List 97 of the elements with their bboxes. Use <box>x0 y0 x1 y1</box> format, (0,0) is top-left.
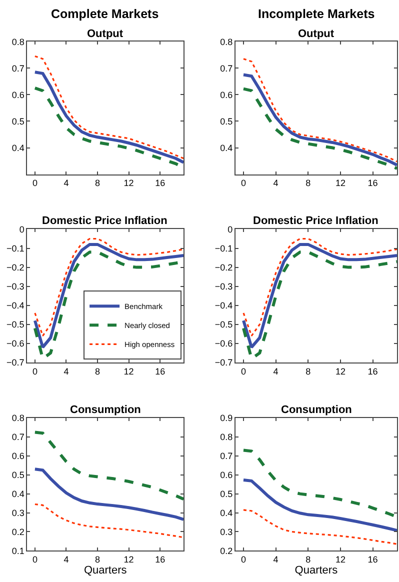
x-tick-label: 16 <box>155 178 166 188</box>
x-tick-label: 0 <box>240 178 246 188</box>
line-series <box>34 55 184 160</box>
x-tick-label: 12 <box>124 366 134 376</box>
y-tick-label: 0 <box>228 224 233 234</box>
line-series <box>34 503 184 538</box>
y-tick-label: 0.7 <box>220 451 233 462</box>
y-tick-label: 0.3 <box>12 508 24 518</box>
y-tick-label: −0.6 <box>214 338 233 349</box>
x-tick-label: 12 <box>124 178 134 188</box>
text: Incomplete Markets <box>258 7 375 21</box>
x-tick-label: 0 <box>240 366 246 376</box>
y-tick-label: 0.3 <box>220 526 233 537</box>
y-tick-label: 0.8 <box>12 36 24 47</box>
y-tick-label: −0.2 <box>6 262 24 272</box>
x-tick-label: 16 <box>368 554 378 564</box>
chart-title: Domestic Price Inflation <box>42 215 168 227</box>
x-tick-label: 16 <box>155 366 166 376</box>
y-tick-label: 0.5 <box>12 470 24 480</box>
x-tick-label: 8 <box>306 554 311 564</box>
x-tick-label: 4 <box>273 554 278 564</box>
x-tick-label: 0 <box>32 554 38 564</box>
x-axis-title: Quarters <box>84 564 128 577</box>
y-tick-label: 0.6 <box>12 90 24 100</box>
y-tick-label: 0.7 <box>12 63 24 74</box>
y-tick-label: −0.4 <box>6 300 24 311</box>
y-tick-label: 0.6 <box>220 470 233 480</box>
y-tick-label: 0.7 <box>220 63 233 74</box>
y-tick-label: 0.6 <box>12 451 24 462</box>
y-tick-label: 0.4 <box>12 142 24 153</box>
y-tick-label: 0.5 <box>220 116 233 126</box>
x-tick-label: 12 <box>335 178 346 188</box>
line-series <box>242 87 398 170</box>
x-tick-label: 8 <box>306 178 311 188</box>
y-tick-label: −0.7 <box>214 358 233 368</box>
line-series <box>33 430 184 501</box>
chart-title: Consumption <box>281 404 352 416</box>
y-tick-label: −0.1 <box>214 243 233 254</box>
y-tick-label: 0.5 <box>220 488 233 499</box>
x-tick-label: 4 <box>64 178 69 188</box>
y-tick-label: −0.5 <box>6 320 24 330</box>
y-tick-label: 0.7 <box>12 432 24 442</box>
x-tick-label: 16 <box>368 366 378 376</box>
x-axis-title: Quarters <box>294 564 338 577</box>
x-tick-label: 12 <box>335 366 346 376</box>
line-series <box>242 238 398 337</box>
line-series <box>33 242 184 349</box>
y-tick-label: 0.2 <box>220 546 233 556</box>
text: Complete Markets <box>51 7 159 21</box>
line-series <box>242 242 398 349</box>
x-tick-label: 0 <box>240 554 246 564</box>
y-tick-label: −0.1 <box>6 243 24 254</box>
y-tick-label: −0.3 <box>6 281 24 292</box>
y-tick-label: −0.4 <box>214 300 233 311</box>
y-tick-label: 0.4 <box>220 508 233 518</box>
chart-title: Consumption <box>70 404 142 416</box>
x-tick-label: 12 <box>335 554 346 564</box>
line-series <box>242 58 398 162</box>
y-tick-label: 0.8 <box>12 413 24 424</box>
y-tick-label: −0.3 <box>214 281 233 292</box>
line-series <box>33 70 184 164</box>
line-series <box>242 478 398 532</box>
y-tick-label: −0.6 <box>6 338 24 349</box>
x-tick-label: 4 <box>273 366 278 376</box>
x-tick-label: 12 <box>124 554 134 564</box>
x-tick-label: 0 <box>32 178 38 188</box>
line-series <box>33 468 184 521</box>
y-tick-label: 0.6 <box>220 90 233 100</box>
y-tick-label: 0 <box>19 224 24 234</box>
x-tick-label: 16 <box>368 178 378 188</box>
chart-title: Domestic Price Inflation <box>253 215 379 227</box>
chart-title: Output <box>298 28 334 40</box>
y-tick-label: 0.8 <box>220 432 233 442</box>
line-series <box>242 73 398 167</box>
y-tick-label: −0.2 <box>214 262 233 272</box>
line-series <box>242 509 398 545</box>
y-tick-label: −0.5 <box>214 320 233 330</box>
x-tick-label: 8 <box>95 366 100 376</box>
y-tick-label: −0.7 <box>6 358 24 368</box>
x-tick-label: 4 <box>273 178 278 188</box>
x-tick-label: 0 <box>32 366 38 376</box>
y-tick-label: 0.4 <box>220 142 233 153</box>
y-tick-label: 0.8 <box>220 36 233 47</box>
y-tick-label: 0.4 <box>12 488 24 499</box>
line-series <box>242 448 398 518</box>
x-tick-label: 8 <box>95 554 100 564</box>
x-tick-label: 8 <box>95 178 100 188</box>
x-tick-label: 8 <box>306 366 311 376</box>
x-tick-label: 16 <box>155 554 166 564</box>
y-tick-label: 0.9 <box>220 413 233 424</box>
chart-title: Output <box>87 28 124 40</box>
y-tick-label: 0.2 <box>12 526 24 537</box>
y-tick-label: 0.5 <box>12 116 24 126</box>
y-tick-label: 0.1 <box>12 546 24 556</box>
x-tick-label: 4 <box>64 366 69 376</box>
line-series <box>34 238 184 337</box>
x-tick-label: 4 <box>64 554 69 564</box>
